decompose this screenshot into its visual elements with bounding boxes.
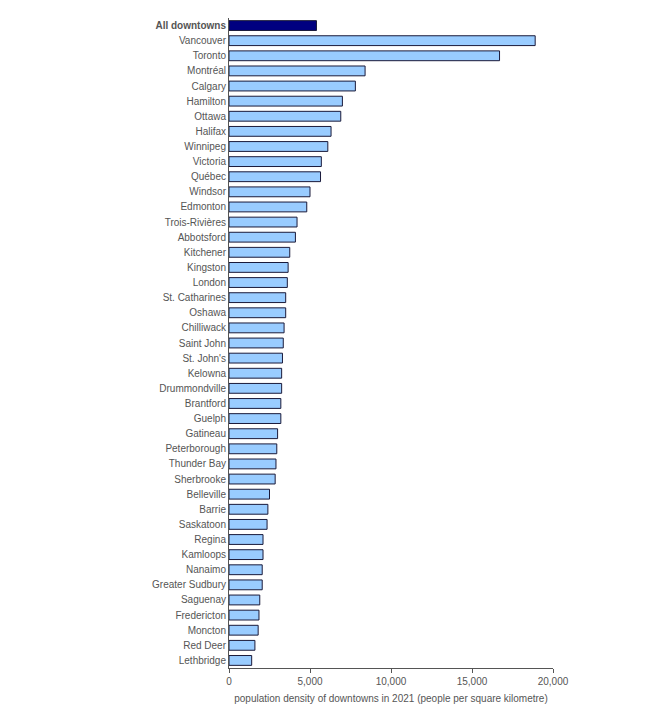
svg-text:Kingston: Kingston: [187, 262, 226, 273]
svg-text:5,000: 5,000: [297, 676, 322, 687]
svg-text:Saskatoon: Saskatoon: [179, 519, 226, 530]
svg-text:Peterborough: Peterborough: [165, 443, 226, 454]
svg-text:Québec: Québec: [191, 171, 226, 182]
svg-text:Hamilton: Hamilton: [187, 96, 226, 107]
svg-text:Halifax: Halifax: [195, 126, 226, 137]
svg-text:Kamloops: Kamloops: [182, 549, 226, 560]
svg-text:Fredericton: Fredericton: [175, 610, 226, 621]
svg-text:St. Catharines: St. Catharines: [163, 292, 226, 303]
svg-text:Barrie: Barrie: [199, 504, 226, 515]
svg-text:Drummondville: Drummondville: [159, 383, 226, 394]
svg-text:Greater Sudbury: Greater Sudbury: [152, 579, 226, 590]
svg-text:0: 0: [226, 676, 232, 687]
svg-text:Sherbrooke: Sherbrooke: [174, 474, 226, 485]
svg-text:Saint John: Saint John: [179, 338, 226, 349]
svg-text:Nanaimo: Nanaimo: [186, 564, 226, 575]
svg-text:Toronto: Toronto: [193, 50, 227, 61]
svg-text:20,000: 20,000: [538, 676, 569, 687]
svg-text:Belleville: Belleville: [187, 489, 227, 500]
svg-text:Guelph: Guelph: [194, 413, 226, 424]
svg-text:Vancouver: Vancouver: [179, 35, 227, 46]
svg-text:Abbotsford: Abbotsford: [178, 232, 226, 243]
svg-text:population density of downtown: population density of downtowns in 2021 …: [234, 693, 548, 704]
svg-text:Calgary: Calgary: [192, 81, 226, 92]
svg-text:Ottawa: Ottawa: [194, 111, 226, 122]
svg-text:15,000: 15,000: [457, 676, 488, 687]
svg-text:Victoria: Victoria: [193, 156, 227, 167]
svg-text:Oshawa: Oshawa: [189, 307, 226, 318]
svg-text:Trois-Rivières: Trois-Rivières: [165, 217, 226, 228]
svg-text:Lethbridge: Lethbridge: [179, 655, 227, 666]
svg-text:Brantford: Brantford: [185, 398, 226, 409]
svg-text:Red Deer: Red Deer: [183, 640, 226, 651]
svg-text:London: London: [193, 277, 226, 288]
svg-text:Montréal: Montréal: [187, 65, 226, 76]
svg-text:Regina: Regina: [194, 534, 226, 545]
svg-text:Windsor: Windsor: [189, 186, 226, 197]
svg-text:Edmonton: Edmonton: [180, 201, 226, 212]
svg-text:10,000: 10,000: [376, 676, 407, 687]
svg-text:Moncton: Moncton: [188, 625, 226, 636]
svg-text:Kitchener: Kitchener: [184, 247, 227, 258]
svg-text:Chilliwack: Chilliwack: [182, 322, 227, 333]
svg-text:All downtowns: All downtowns: [155, 20, 226, 31]
svg-text:St. John's: St. John's: [182, 353, 226, 364]
svg-text:Kelowna: Kelowna: [188, 368, 227, 379]
svg-text:Saguenay: Saguenay: [181, 594, 226, 605]
svg-text:Winnipeg: Winnipeg: [184, 141, 226, 152]
svg-text:Gatineau: Gatineau: [185, 428, 226, 439]
svg-text:Thunder Bay: Thunder Bay: [169, 458, 226, 469]
